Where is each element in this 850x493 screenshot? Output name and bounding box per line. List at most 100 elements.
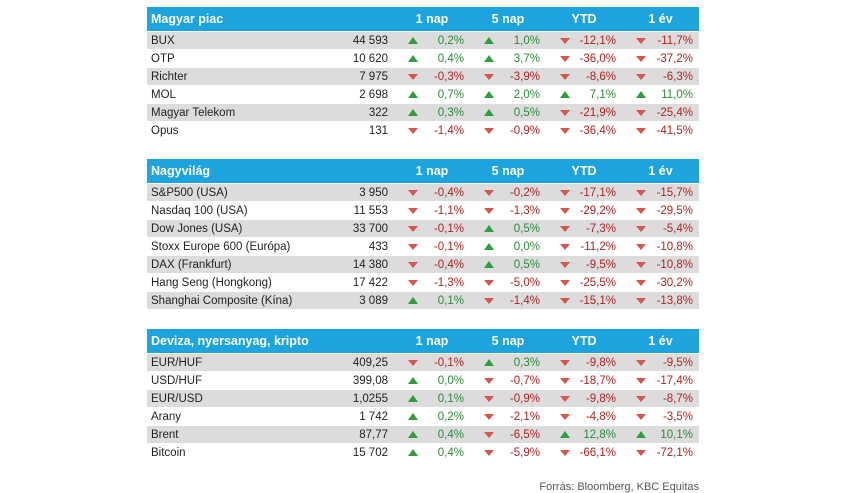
triangle-up-icon [484, 37, 494, 44]
change-cell: -29,2% [546, 205, 622, 217]
change-value: -9,8% [585, 356, 616, 369]
change-cell: -8,6% [546, 71, 622, 83]
triangle-down-icon [484, 207, 494, 214]
triangle-down-icon [560, 279, 570, 286]
triangle-up-icon [484, 359, 494, 366]
change-cell: -9,8% [546, 393, 622, 405]
change-value: -0,9% [509, 392, 540, 405]
triangle-down-icon [560, 413, 570, 420]
instrument-name: USD/HUF [151, 374, 203, 387]
change-value: -8,7% [662, 392, 693, 405]
change-value: 0,3% [513, 356, 540, 369]
change-value: -7,3% [585, 222, 616, 235]
change-cell: -3,9% [470, 71, 546, 83]
table-row: S&P500 (USA) 3 950 -0,4% -0,2% -17,1% -15,7% [147, 184, 699, 201]
triangle-down-icon [560, 359, 570, 366]
table-row: Magyar Telekom 322 0,3% 0,5% -21,9% -25,4% [147, 104, 699, 121]
row-divider [147, 237, 699, 238]
instrument-name: EUR/USD [151, 392, 203, 405]
change-cell: -5,4% [622, 223, 699, 235]
change-cell: 11,0% [622, 89, 699, 101]
section-header: Deviza, nyersanyag, kripto 1 nap 5 nap YTD 1… [147, 329, 699, 353]
instrument-value: 399,08 [352, 374, 388, 387]
change-value: -8,6% [585, 70, 616, 83]
change-cell: -9,8% [546, 357, 622, 369]
triangle-up-icon [408, 413, 418, 420]
instrument-name: Bitcoin [151, 446, 186, 459]
triangle-up-icon [408, 297, 418, 304]
change-cell: -2,1% [470, 411, 546, 423]
triangle-down-icon [636, 413, 646, 420]
change-cell: -21,9% [546, 107, 622, 119]
change-cell: -41,5% [622, 125, 699, 137]
change-cell: -5,9% [470, 447, 546, 459]
change-value: -37,2% [656, 52, 693, 65]
change-value: -36,4% [579, 124, 616, 137]
instrument-name: Brent [151, 428, 179, 441]
change-value: -11,2% [580, 240, 616, 253]
row-divider [147, 85, 699, 86]
instrument-value: 17 422 [352, 276, 388, 289]
triangle-down-icon [408, 243, 418, 250]
change-cell: -9,5% [546, 259, 622, 271]
change-cell: 7,1% [546, 89, 622, 101]
triangle-up-icon [408, 431, 418, 438]
triangle-down-icon [636, 243, 646, 250]
triangle-down-icon [484, 377, 494, 384]
change-value: -9,5% [662, 356, 693, 369]
change-value: -3,5% [662, 410, 693, 423]
instrument-name: Stoxx Europe 600 (Európa) [151, 240, 291, 253]
change-cell: 3,7% [470, 53, 546, 65]
column-header: 5 nap [491, 164, 525, 178]
instrument-value: 1 742 [359, 410, 388, 423]
change-cell: 0,1% [394, 295, 470, 307]
change-cell: -15,7% [622, 187, 699, 199]
change-cell: 0,3% [470, 357, 546, 369]
triangle-down-icon [636, 359, 646, 366]
change-value: 0,4% [437, 446, 464, 459]
column-header: 5 nap [491, 12, 525, 26]
change-value: -15,7% [656, 186, 693, 199]
instrument-name: Richter [151, 70, 188, 83]
row-divider [147, 201, 699, 202]
triangle-down-icon [636, 109, 646, 116]
triangle-down-icon [636, 395, 646, 402]
change-cell: 1,0% [470, 35, 546, 47]
change-cell: -0,7% [470, 375, 546, 387]
change-value: -0,4% [433, 258, 464, 271]
change-value: -1,3% [509, 204, 540, 217]
change-cell: 0,5% [470, 107, 546, 119]
column-header: 1 év [648, 334, 673, 348]
change-value: -18,7% [579, 374, 616, 387]
change-cell: 0,2% [394, 35, 470, 47]
change-cell: 0,1% [394, 393, 470, 405]
change-cell: -6,5% [470, 429, 546, 441]
row-divider [147, 255, 699, 256]
triangle-down-icon [636, 225, 646, 232]
instrument-name: Dow Jones (USA) [151, 222, 243, 235]
column-header: YTD [571, 12, 597, 26]
triangle-down-icon [636, 73, 646, 80]
triangle-down-icon [408, 207, 418, 214]
instrument-value: 2 698 [359, 88, 388, 101]
triangle-down-icon [560, 377, 570, 384]
instrument-name: Opus [151, 124, 179, 137]
triangle-up-icon [636, 431, 646, 438]
triangle-down-icon [484, 395, 494, 402]
change-cell: 0,3% [394, 107, 470, 119]
change-cell: -1,3% [470, 205, 546, 217]
triangle-down-icon [408, 73, 418, 80]
instrument-value: 322 [368, 106, 388, 119]
change-value: -1,1% [433, 204, 464, 217]
triangle-down-icon [636, 189, 646, 196]
table-row: OTP 10 620 0,4% 3,7% -36,0% -37,2% [147, 50, 699, 67]
row-divider [147, 31, 699, 32]
change-cell: -5,0% [470, 277, 546, 289]
column-header: 1 nap [415, 164, 449, 178]
change-cell: -11,7% [622, 35, 699, 47]
change-value: -0,9% [509, 124, 540, 137]
change-value: 7,1% [589, 88, 616, 101]
instrument-value: 14 380 [352, 258, 388, 271]
change-cell: -72,1% [622, 447, 699, 459]
triangle-down-icon [560, 297, 570, 304]
